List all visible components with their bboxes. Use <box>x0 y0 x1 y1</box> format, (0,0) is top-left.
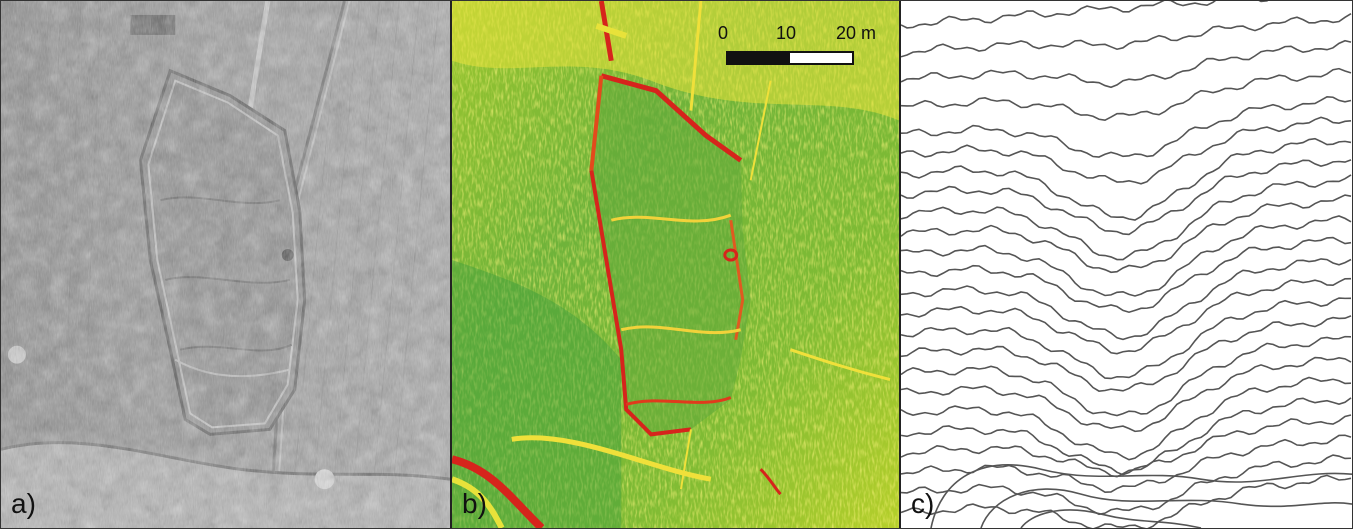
contour-line <box>901 12 1352 58</box>
contour-line <box>930 464 1352 528</box>
contour-line <box>901 335 1352 417</box>
contour-line <box>1020 509 1202 528</box>
contour-line <box>901 315 1352 392</box>
contour-line <box>901 215 1352 297</box>
panel-c-contour-map: c) <box>901 1 1352 528</box>
contour-line <box>901 356 1352 433</box>
contour-line <box>901 414 1352 478</box>
contour-line <box>901 159 1352 236</box>
scale-tick-20: 20 m <box>836 23 877 43</box>
contour-line <box>901 96 1352 158</box>
panel-label-c: c) <box>911 488 935 519</box>
contour-map-image <box>901 1 1352 528</box>
scale-tick-0: 0 <box>718 23 729 43</box>
contour-line <box>901 297 1352 380</box>
panel-b-slope-map: 0 10 20 m b) <box>452 1 901 528</box>
contour-line <box>901 258 1352 341</box>
slope-map-image <box>452 1 899 528</box>
panel-label-b: b) <box>462 488 487 519</box>
contour-line <box>901 194 1352 274</box>
scale-bar-black-segment <box>728 53 790 63</box>
contour-line <box>901 137 1352 221</box>
panel-a-hillshade: a) <box>1 1 452 528</box>
scale-tick-10: 10 <box>776 23 797 43</box>
contour-line <box>901 236 1352 314</box>
contour-line <box>901 474 1352 528</box>
contour-line <box>980 488 1352 528</box>
contour-line <box>901 116 1352 185</box>
hillshade-image <box>1 1 450 528</box>
scale-bar-graphic <box>726 51 854 65</box>
contour-line <box>901 174 1352 261</box>
scale-bar: 0 10 20 m <box>718 23 878 83</box>
contour-line <box>901 1 1269 29</box>
contour-line <box>901 376 1352 461</box>
contour-line <box>901 397 1352 476</box>
contour-line <box>901 277 1352 355</box>
contour-line <box>901 39 1352 89</box>
panel-label-a: a) <box>11 488 36 519</box>
contour-line <box>901 454 1352 516</box>
contour-line <box>901 67 1352 121</box>
